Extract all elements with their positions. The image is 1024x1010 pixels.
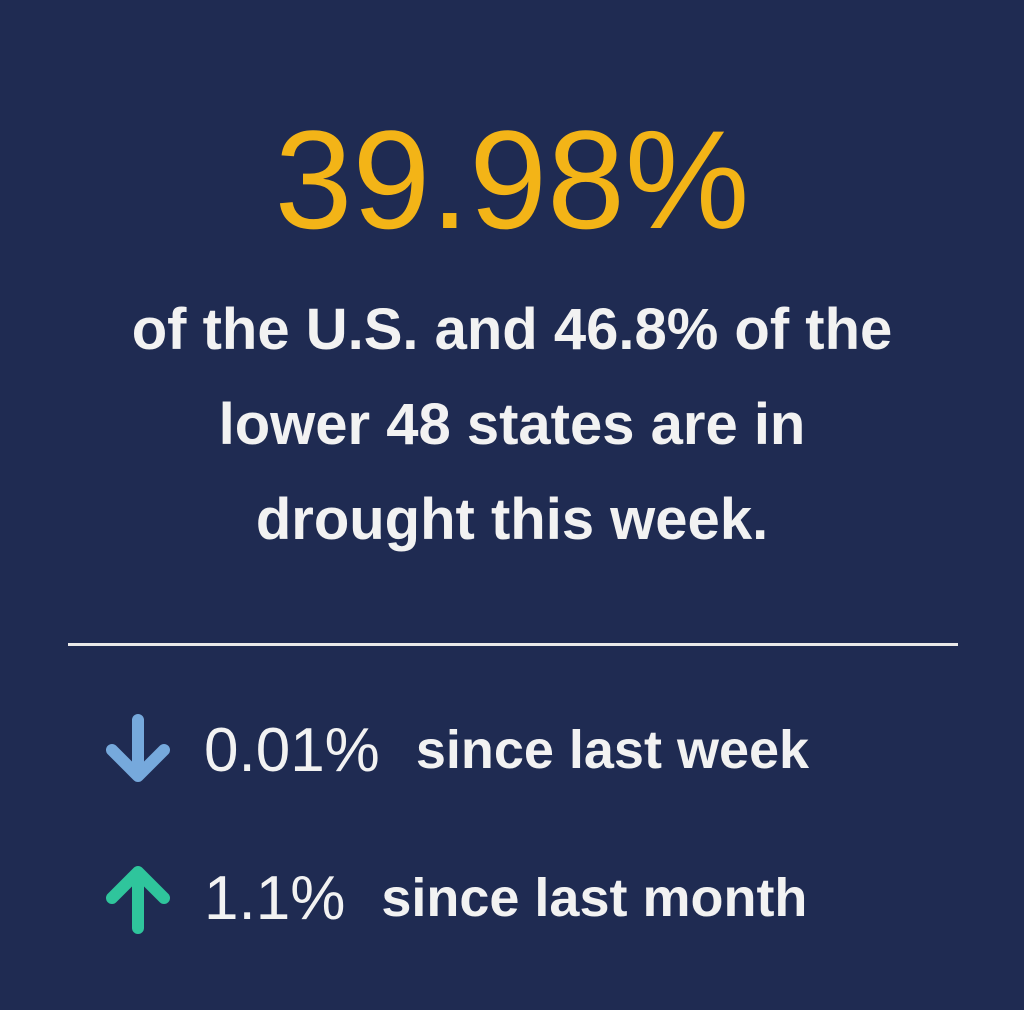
change-label: since last week — [415, 720, 810, 780]
down-arrow-icon — [106, 714, 170, 782]
description-line: drought this week. — [255, 487, 769, 552]
divider — [68, 643, 958, 646]
change-row: 0.01% since last week — [100, 710, 809, 790]
description-line: lower 48 states are in — [218, 392, 806, 457]
change-value: 0.01% — [204, 715, 380, 785]
change-value: 1.1% — [204, 863, 346, 933]
up-arrow-icon — [106, 866, 170, 934]
description-line: of the U.S. and 46.8% of the — [131, 297, 893, 362]
headline: 39.98% — [274, 101, 750, 258]
change-label: since last month — [381, 868, 808, 928]
change-row: 1.1% since last month — [100, 858, 807, 938]
